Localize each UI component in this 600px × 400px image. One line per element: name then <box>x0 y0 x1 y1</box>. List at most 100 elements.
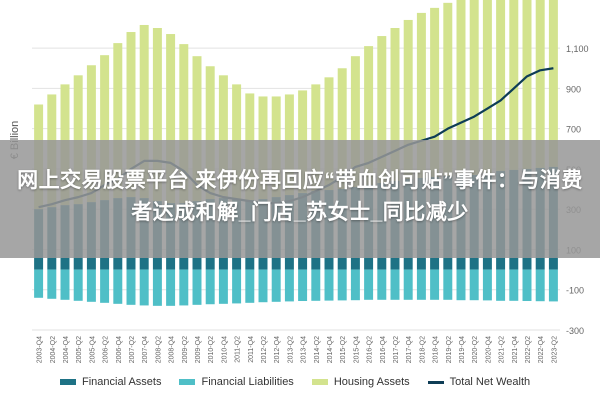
bar-housing-assets <box>469 0 479 175</box>
x-tick-label: 2005-Q4 <box>89 336 96 363</box>
x-tick-label: 2006-Q2 <box>103 336 110 363</box>
bar-financial-liabilities <box>482 269 492 301</box>
x-tick-label: 2013-Q4 <box>301 336 308 363</box>
bar-financial-liabilities <box>496 269 506 301</box>
bar-financial-liabilities <box>205 269 215 305</box>
bar-financial-liabilities <box>100 269 110 303</box>
x-tick-label: 2014-Q2 <box>314 336 321 363</box>
legend-swatch-financial-assets <box>60 379 76 385</box>
bar-financial-liabilities <box>390 269 400 300</box>
bar-financial-liabilities <box>258 269 268 303</box>
bar-housing-assets <box>113 43 123 199</box>
x-tick-label: 2022-Q2 <box>525 336 532 363</box>
legend-swatch-financial-liabilities <box>179 379 196 385</box>
legend-item-housing-assets: Housing Assets <box>311 376 410 388</box>
x-tick-label: 2010-Q2 <box>208 336 215 363</box>
bar-financial-liabilities <box>73 269 83 301</box>
bar-financial-liabilities <box>284 269 294 302</box>
x-tick-label: 2006-Q4 <box>116 336 123 363</box>
x-tick-label: 2020-Q2 <box>472 336 479 363</box>
x-tick-label: 2013-Q2 <box>287 336 294 363</box>
bar-housing-assets <box>179 44 189 204</box>
x-tick-label: 2010-Q4 <box>221 336 228 363</box>
bar-financial-liabilities <box>232 269 242 304</box>
y-tick-label: 700 <box>566 125 581 135</box>
overlay-title: 网上交易股票平台 来伊份再回应“带血创可贴”事件：与消费者达成和解_门店_苏女士… <box>17 169 583 224</box>
bar-housing-assets <box>443 2 453 176</box>
x-tick-label: 2005-Q2 <box>76 336 83 363</box>
bar-housing-assets <box>390 28 400 182</box>
bar-housing-assets <box>100 55 110 201</box>
bar-housing-assets <box>126 32 136 198</box>
x-tick-label: 2017-Q4 <box>406 336 413 363</box>
legend-item-financial-liabilities: Financial Liabilities <box>179 376 294 388</box>
x-tick-label: 2009-Q2 <box>182 336 189 363</box>
x-tick-label: 2015-Q4 <box>353 336 360 363</box>
bar-financial-liabilities <box>548 269 558 302</box>
bar-housing-assets <box>509 0 519 170</box>
x-tick-label: 2019-Q4 <box>459 336 466 363</box>
bar-housing-assets <box>456 0 466 175</box>
legend-swatch-housing-assets <box>311 379 328 385</box>
bar-financial-liabilities <box>416 269 426 300</box>
y-tick-label: -100 <box>566 286 584 296</box>
bar-financial-liabilities <box>350 269 360 301</box>
bar-housing-assets <box>430 7 440 177</box>
bar-financial-liabilities <box>245 269 255 303</box>
x-tick-label: 2021-Q2 <box>499 336 506 363</box>
bar-financial-liabilities <box>509 269 519 301</box>
x-tick-label: 2016-Q2 <box>367 336 374 363</box>
bar-housing-assets <box>496 0 506 171</box>
legend-label: Housing Assets <box>333 376 410 388</box>
x-tick-label: 2004-Q2 <box>50 336 57 363</box>
bar-financial-liabilities <box>218 269 228 304</box>
bar-financial-liabilities <box>152 269 162 306</box>
bar-housing-assets <box>337 68 347 190</box>
bar-housing-assets <box>377 36 387 184</box>
legend-item-total-net-wealth: Total Net Wealth <box>427 376 531 388</box>
x-tick-label: 2008-Q4 <box>169 336 176 363</box>
x-tick-label: 2016-Q4 <box>380 336 387 363</box>
bar-financial-liabilities <box>34 269 44 298</box>
bar-housing-assets <box>218 75 228 199</box>
x-tick-label: 2018-Q2 <box>419 336 426 363</box>
x-tick-label: 2017-Q2 <box>393 336 400 363</box>
bar-financial-liabilities <box>126 269 136 305</box>
y-tick-label: 900 <box>566 84 581 94</box>
y-tick-label: 1,100 <box>566 44 589 54</box>
x-tick-label: 2022-Q4 <box>538 336 545 363</box>
x-tick-label: 2019-Q2 <box>446 336 453 363</box>
bar-financial-liabilities <box>456 269 466 301</box>
bar-financial-liabilities <box>47 269 57 299</box>
legend-label: Financial Liabilities <box>201 376 294 388</box>
bar-financial-liabilities <box>535 269 545 302</box>
bar-housing-assets <box>535 0 545 168</box>
y-tick-label: -300 <box>566 326 584 336</box>
bar-housing-assets <box>364 46 374 186</box>
legend-label: Total Net Wealth <box>449 376 531 388</box>
bar-financial-liabilities <box>60 269 70 300</box>
legend: Financial Assets Financial Liabilities H… <box>60 376 530 388</box>
bar-financial-liabilities <box>179 269 189 306</box>
bar-financial-liabilities <box>430 269 440 300</box>
bar-financial-liabilities <box>86 269 96 302</box>
bar-financial-liabilities <box>166 269 176 306</box>
bar-financial-liabilities <box>139 269 149 306</box>
x-tick-label: 2003-Q4 <box>37 336 44 363</box>
bar-financial-liabilities <box>469 269 479 301</box>
bar-financial-liabilities <box>377 269 387 300</box>
bar-housing-assets <box>86 65 96 203</box>
bar-housing-assets <box>192 56 202 202</box>
bar-housing-assets <box>205 66 215 200</box>
bar-financial-liabilities <box>443 269 453 300</box>
x-tick-label: 2012-Q2 <box>261 336 268 363</box>
x-tick-labels: 2003-Q4 2004-Q2 2004-Q4 2005-Q2 2005-Q4 2006-… <box>37 336 559 363</box>
bar-financial-liabilities <box>337 269 347 301</box>
x-tick-label: 2023-Q2 <box>551 336 558 363</box>
x-tick-label: 2012-Q4 <box>274 336 281 363</box>
x-tick-label: 2018-Q4 <box>433 336 440 363</box>
bar-financial-liabilities <box>271 269 281 302</box>
legend-label: Financial Assets <box>82 376 162 388</box>
x-tick-label: 2007-Q4 <box>142 336 149 363</box>
x-tick-label: 2011-Q4 <box>248 336 255 363</box>
